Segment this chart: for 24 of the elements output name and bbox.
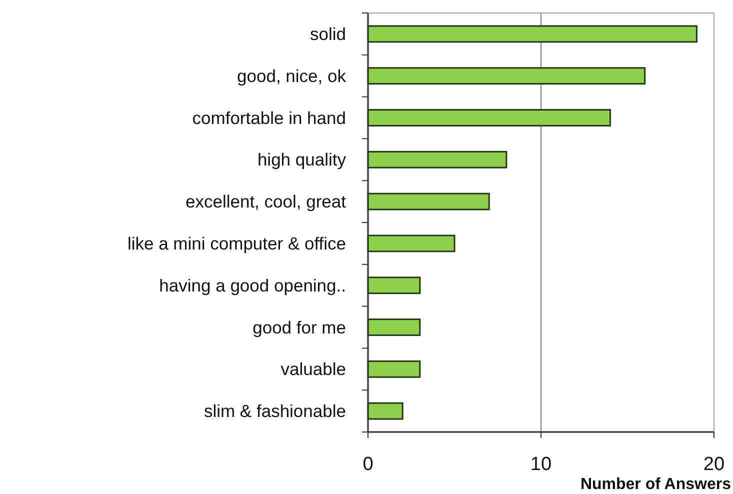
y-tick-label: slim & fashionable <box>204 401 346 422</box>
y-tick-label: valuable <box>280 359 346 380</box>
x-tick-label: 20 <box>703 454 725 475</box>
y-tick-label: good, nice, ok <box>237 66 346 86</box>
y-tick-label: comfortable in hand <box>192 108 346 128</box>
bar <box>367 67 646 85</box>
bar <box>367 192 490 210</box>
bar <box>367 318 421 336</box>
bar <box>367 360 421 378</box>
y-tick-label: like a mini computer & office <box>127 233 346 254</box>
x-tick-label: 0 <box>362 454 374 475</box>
y-tick-label: solid <box>310 24 346 44</box>
bar <box>367 234 456 252</box>
bar <box>367 150 508 168</box>
bar <box>367 25 698 43</box>
y-tick-label: good for me <box>252 317 346 338</box>
y-tick-label: high quality <box>257 150 346 170</box>
x-axis-title: Number of Answers <box>580 476 732 493</box>
y-tick-label: having a good opening.. <box>159 275 346 296</box>
y-tick-label: excellent, cool, great <box>185 192 346 212</box>
bar <box>367 109 611 126</box>
bar <box>367 276 421 294</box>
x-tick-label: 10 <box>530 454 552 475</box>
bar <box>367 402 404 420</box>
